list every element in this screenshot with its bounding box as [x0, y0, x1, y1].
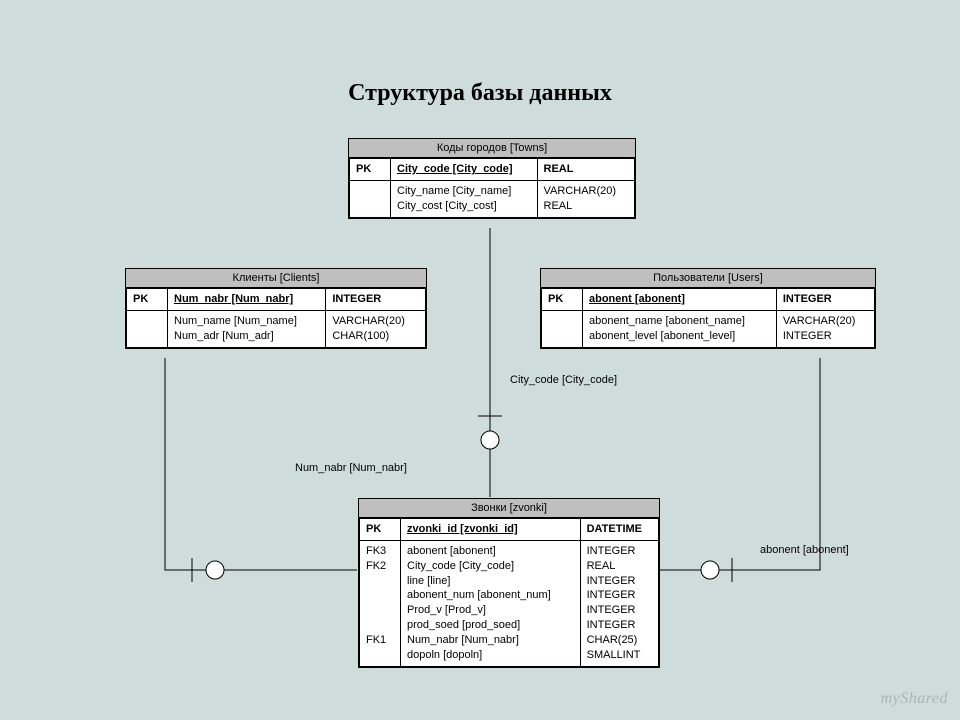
diagram-title: Структура базы данных [0, 80, 960, 107]
users-attr-types: VARCHAR(20) INTEGER [776, 310, 874, 347]
entity-users-header: Пользователи [Users] [541, 269, 875, 288]
entity-clients: Клиенты [Clients] PK Num_nabr [Num_nabr]… [125, 268, 427, 349]
entity-users: Пользователи [Users] PK abonent [abonent… [540, 268, 876, 349]
clients-attrs: Num_name [Num_name] Num_adr [Num_adr] [168, 310, 326, 347]
clients-attr-types: VARCHAR(20) CHAR(100) [326, 310, 426, 347]
zvonki-attrs: abonent [abonent] City_code [City_code] … [401, 540, 581, 666]
zvonki-fk-keys: FK3 FK2 FK1 [360, 540, 401, 666]
clients-attr-key [127, 310, 168, 347]
users-pk-name: abonent [abonent] [583, 289, 777, 311]
towns-attr-types: VARCHAR(20) REAL [537, 180, 635, 217]
clients-pk-name: Num_nabr [Num_nabr] [168, 289, 326, 311]
zvonki-pk-name: zvonki_id [zvonki_id] [401, 519, 581, 541]
zvonki-pk-key: PK [360, 519, 401, 541]
users-pk-type: INTEGER [776, 289, 874, 311]
zvonki-attr-types: INTEGER REAL INTEGER INTEGER INTEGER INT… [580, 540, 658, 666]
clients-pk-key: PK [127, 289, 168, 311]
fk-label-citycode: City_code [City_code] [510, 374, 617, 386]
users-pk-key: PK [542, 289, 583, 311]
entity-towns: Коды городов [Towns] PK City_code [City_… [348, 138, 636, 219]
towns-pk-key: PK [350, 159, 391, 181]
zvonki-pk-type: DATETIME [580, 519, 658, 541]
towns-attrs: City_name [City_name] City_cost [City_co… [391, 180, 538, 217]
entity-towns-header: Коды городов [Towns] [349, 139, 635, 158]
towns-pk-type: REAL [537, 159, 635, 181]
fk-label-abonent: abonent [abonent] [760, 544, 849, 556]
watermark: myShared [881, 690, 948, 708]
users-attrs: abonent_name [abonent_name] abonent_leve… [583, 310, 777, 347]
clients-pk-type: INTEGER [326, 289, 426, 311]
towns-pk-name: City_code [City_code] [391, 159, 538, 181]
entity-zvonki-header: Звонки [zvonki] [359, 499, 659, 518]
entity-zvonki: Звонки [zvonki] PK zvonki_id [zvonki_id]… [358, 498, 660, 668]
users-attr-key [542, 310, 583, 347]
towns-attr-key [350, 180, 391, 217]
entity-clients-header: Клиенты [Clients] [126, 269, 426, 288]
fk-label-numnabr: Num_nabr [Num_nabr] [295, 462, 407, 474]
